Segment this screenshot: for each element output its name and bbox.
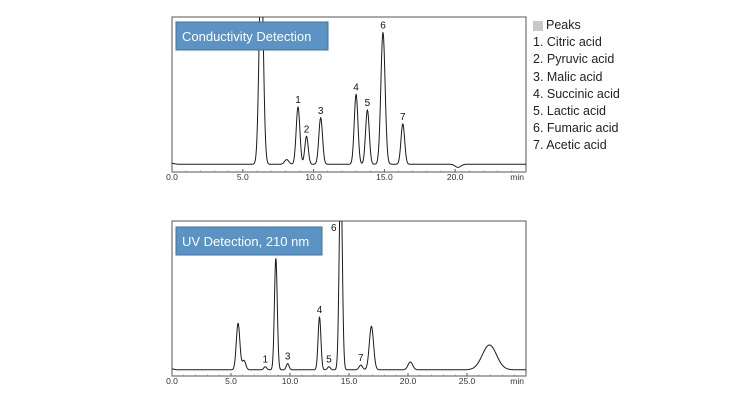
- peak-label-6: 6: [331, 223, 337, 234]
- x-unit-label: min: [510, 376, 524, 386]
- legend-swatch: [533, 20, 543, 31]
- peak-label-3: 3: [285, 352, 291, 363]
- peak-label-3: 3: [318, 106, 324, 117]
- chart-title-box: [175, 226, 323, 256]
- x-tick-label: 5.0: [237, 172, 249, 182]
- legend-item-2: 2. Pyruvic acid: [533, 52, 615, 67]
- peak-label-2: 2: [304, 124, 310, 135]
- legend-title: Peaks: [546, 18, 581, 32]
- x-tick-label: 0.0: [166, 376, 178, 386]
- legend-item-7: 7. Acetic acid: [533, 138, 607, 153]
- chart-panel-conductivity: 0.0 5.0 10.0 15.0 20.0 min1234567Conductivity…: [166, 16, 527, 182]
- x-tick-label: 20.0: [447, 172, 464, 182]
- x-tick-label: 0.0: [166, 172, 178, 182]
- legend-item-1: 1. Citric acid: [533, 35, 602, 50]
- x-tick-label: 10.0: [305, 172, 322, 182]
- peak-label-4: 4: [353, 83, 359, 94]
- legend-header: Peaks: [533, 17, 620, 34]
- peaks-legend: Peaks 1. Citric acid 2. Pyruvic acid 3. …: [533, 17, 620, 155]
- plot-frame: [171, 16, 527, 173]
- legend-item-4: 4. Succinic acid: [533, 86, 620, 101]
- chromatogram-trace: [172, 221, 526, 371]
- chart-title-box: [175, 21, 329, 51]
- peak-label-1: 1: [262, 355, 268, 366]
- x-tick-label: 15.0: [341, 376, 358, 386]
- peak-label-7: 7: [400, 112, 406, 123]
- peak-label-7: 7: [358, 353, 364, 364]
- x-unit-label: min: [510, 172, 524, 182]
- peak-label-5: 5: [326, 355, 332, 366]
- chart-title: UV Detection, 210 nm: [182, 234, 309, 249]
- legend-item-6: 6. Fumaric acid: [533, 121, 619, 136]
- legend-item-5: 5. Lactic acid: [533, 104, 606, 119]
- chart-title: Conductivity Detection: [182, 29, 311, 44]
- x-tick-label: 20.0: [400, 376, 417, 386]
- peak-label-5: 5: [365, 98, 371, 109]
- x-tick-label: 5.0: [225, 376, 237, 386]
- legend-item-3: 3. Malic acid: [533, 69, 603, 84]
- peak-label-4: 4: [317, 305, 323, 316]
- peak-label-6: 6: [380, 21, 386, 32]
- chart-panel-uv: 0.05.010.015.020.025.0min1234567UV Detec…: [166, 220, 527, 386]
- x-tick-label: 10.0: [282, 376, 299, 386]
- chromatogram-trace: [172, 17, 526, 168]
- x-tick-label: 15.0: [376, 172, 393, 182]
- x-tick-label: 25.0: [459, 376, 476, 386]
- peak-label-1: 1: [295, 95, 301, 106]
